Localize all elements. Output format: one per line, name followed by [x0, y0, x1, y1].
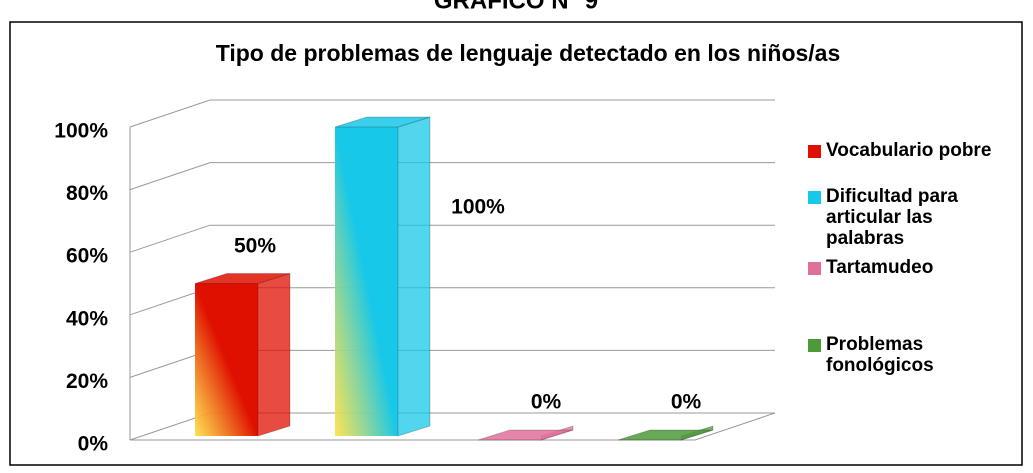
value-label: 0%	[671, 391, 702, 414]
y-tick-label: 20%	[66, 370, 108, 393]
bar	[194, 272, 291, 437]
y-tick-label: 0%	[78, 433, 109, 456]
bar-side	[397, 116, 431, 437]
bar	[334, 116, 431, 437]
legend-label: Problemas fonológicos	[826, 334, 934, 376]
chart-title: Tipo de problemas de lenguaje detectado …	[216, 40, 841, 66]
legend-label: Tartamudeo	[826, 257, 934, 278]
chart-border	[9, 21, 1023, 466]
bar	[617, 425, 714, 441]
y-tick-label: 80%	[66, 182, 108, 205]
legend-label: Vocabulario pobre	[826, 140, 992, 161]
bar-front	[195, 283, 258, 436]
bar-front	[335, 127, 398, 436]
bar-top	[334, 116, 431, 128]
bar-top	[617, 429, 714, 441]
grid-line	[129, 162, 775, 191]
y-tick-label: 60%	[66, 245, 108, 268]
y-tick-label: 40%	[66, 307, 108, 330]
legend-label: Dificultad para articular las palabras	[826, 186, 958, 249]
legend-swatch	[808, 145, 821, 158]
legend-swatch	[808, 339, 821, 352]
floor-front	[130, 412, 776, 441]
grid-line	[129, 224, 775, 253]
value-label: 100%	[451, 196, 505, 219]
bar-top	[194, 273, 291, 284]
bar-side	[257, 272, 291, 437]
legend-swatch	[808, 262, 821, 275]
value-label: 50%	[234, 235, 276, 258]
value-label: 0%	[531, 391, 562, 414]
y-tick-label: 100%	[54, 120, 108, 143]
heading: GRÁFICO N° 9	[434, 0, 598, 14]
legend-swatch	[808, 191, 821, 204]
bar-top	[477, 429, 574, 441]
bar	[477, 425, 574, 441]
grid-line	[129, 99, 775, 128]
